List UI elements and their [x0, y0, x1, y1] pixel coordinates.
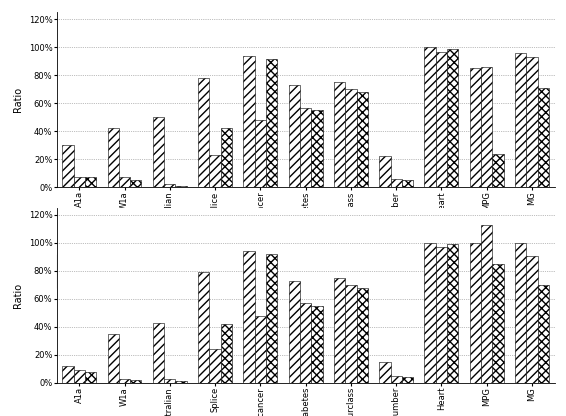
- Bar: [334, 278, 345, 383]
- Bar: [470, 243, 481, 383]
- Bar: [289, 281, 300, 383]
- Bar: [85, 371, 96, 383]
- Bar: [481, 67, 492, 187]
- Bar: [266, 254, 277, 383]
- Bar: [379, 362, 391, 383]
- Bar: [424, 243, 436, 383]
- Bar: [164, 379, 175, 383]
- Bar: [221, 324, 232, 383]
- Bar: [345, 89, 357, 187]
- Bar: [153, 323, 164, 383]
- Bar: [470, 68, 481, 187]
- Y-axis label: Ratio: Ratio: [13, 87, 23, 112]
- Bar: [481, 225, 492, 383]
- Bar: [74, 177, 85, 187]
- Bar: [436, 247, 447, 383]
- Bar: [130, 180, 142, 187]
- Bar: [447, 244, 458, 383]
- Bar: [221, 129, 232, 187]
- Bar: [379, 156, 391, 187]
- Bar: [198, 272, 209, 383]
- Bar: [345, 285, 357, 383]
- Bar: [289, 85, 300, 187]
- Legend: TIME (100M CACHE), TIME (100K CACHE), TOTAL #ITER: TIME (100M CACHE), TIME (100K CACHE), TO…: [57, 254, 157, 289]
- Bar: [175, 186, 187, 187]
- Bar: [492, 154, 504, 187]
- Bar: [402, 377, 413, 383]
- X-axis label: Data Sets: Data Sets: [282, 289, 329, 299]
- Bar: [311, 110, 323, 187]
- Bar: [130, 380, 142, 383]
- Bar: [538, 285, 549, 383]
- Bar: [255, 120, 266, 187]
- Y-axis label: Ratio: Ratio: [13, 283, 23, 308]
- Bar: [300, 107, 311, 187]
- Bar: [334, 82, 345, 187]
- Bar: [119, 379, 130, 383]
- Bar: [243, 56, 255, 187]
- Bar: [119, 177, 130, 187]
- Bar: [391, 376, 402, 383]
- Bar: [62, 145, 74, 187]
- Bar: [391, 179, 402, 187]
- Bar: [424, 47, 436, 187]
- Bar: [402, 180, 413, 187]
- Bar: [108, 334, 119, 383]
- Bar: [74, 370, 85, 383]
- Bar: [85, 177, 96, 187]
- Bar: [436, 52, 447, 187]
- Bar: [515, 53, 526, 187]
- Bar: [164, 184, 175, 187]
- Bar: [515, 243, 526, 383]
- Bar: [526, 57, 538, 187]
- Bar: [108, 129, 119, 187]
- Bar: [311, 306, 323, 383]
- Bar: [492, 264, 504, 383]
- Bar: [538, 88, 549, 187]
- Bar: [209, 155, 221, 187]
- Bar: [357, 288, 368, 383]
- Bar: [357, 92, 368, 187]
- Bar: [243, 251, 255, 383]
- Bar: [153, 117, 164, 187]
- Bar: [198, 78, 209, 187]
- Bar: [300, 303, 311, 383]
- Bar: [209, 349, 221, 383]
- Bar: [175, 381, 187, 383]
- Bar: [447, 49, 458, 187]
- Bar: [255, 316, 266, 383]
- Bar: [62, 366, 74, 383]
- Bar: [266, 59, 277, 187]
- Bar: [526, 255, 538, 383]
